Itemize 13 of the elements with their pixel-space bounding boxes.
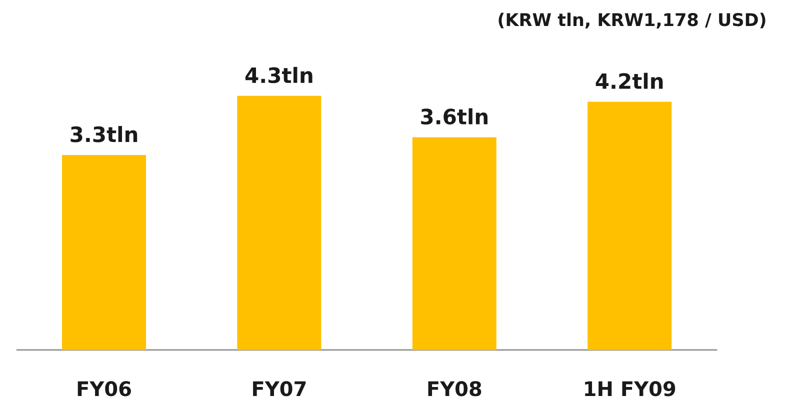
bar — [412, 137, 496, 350]
data-label: 4.2tln — [596, 72, 663, 89]
bar — [237, 96, 322, 350]
x-tick-label: FY06 — [78, 381, 131, 396]
x-tick-label: FY08 — [428, 381, 482, 396]
bar — [62, 154, 146, 350]
text: (KRW tln, KRW1,178 / USD) — [498, 12, 766, 28]
data-label: 4.3tln — [245, 66, 312, 84]
x-tick-label: FY07 — [253, 381, 306, 396]
data-label: 3.6tln — [421, 108, 488, 125]
x-tick-label: 1H FY09 — [585, 381, 676, 396]
bar — [588, 102, 672, 350]
data-label: 3.3tln — [70, 126, 138, 142]
